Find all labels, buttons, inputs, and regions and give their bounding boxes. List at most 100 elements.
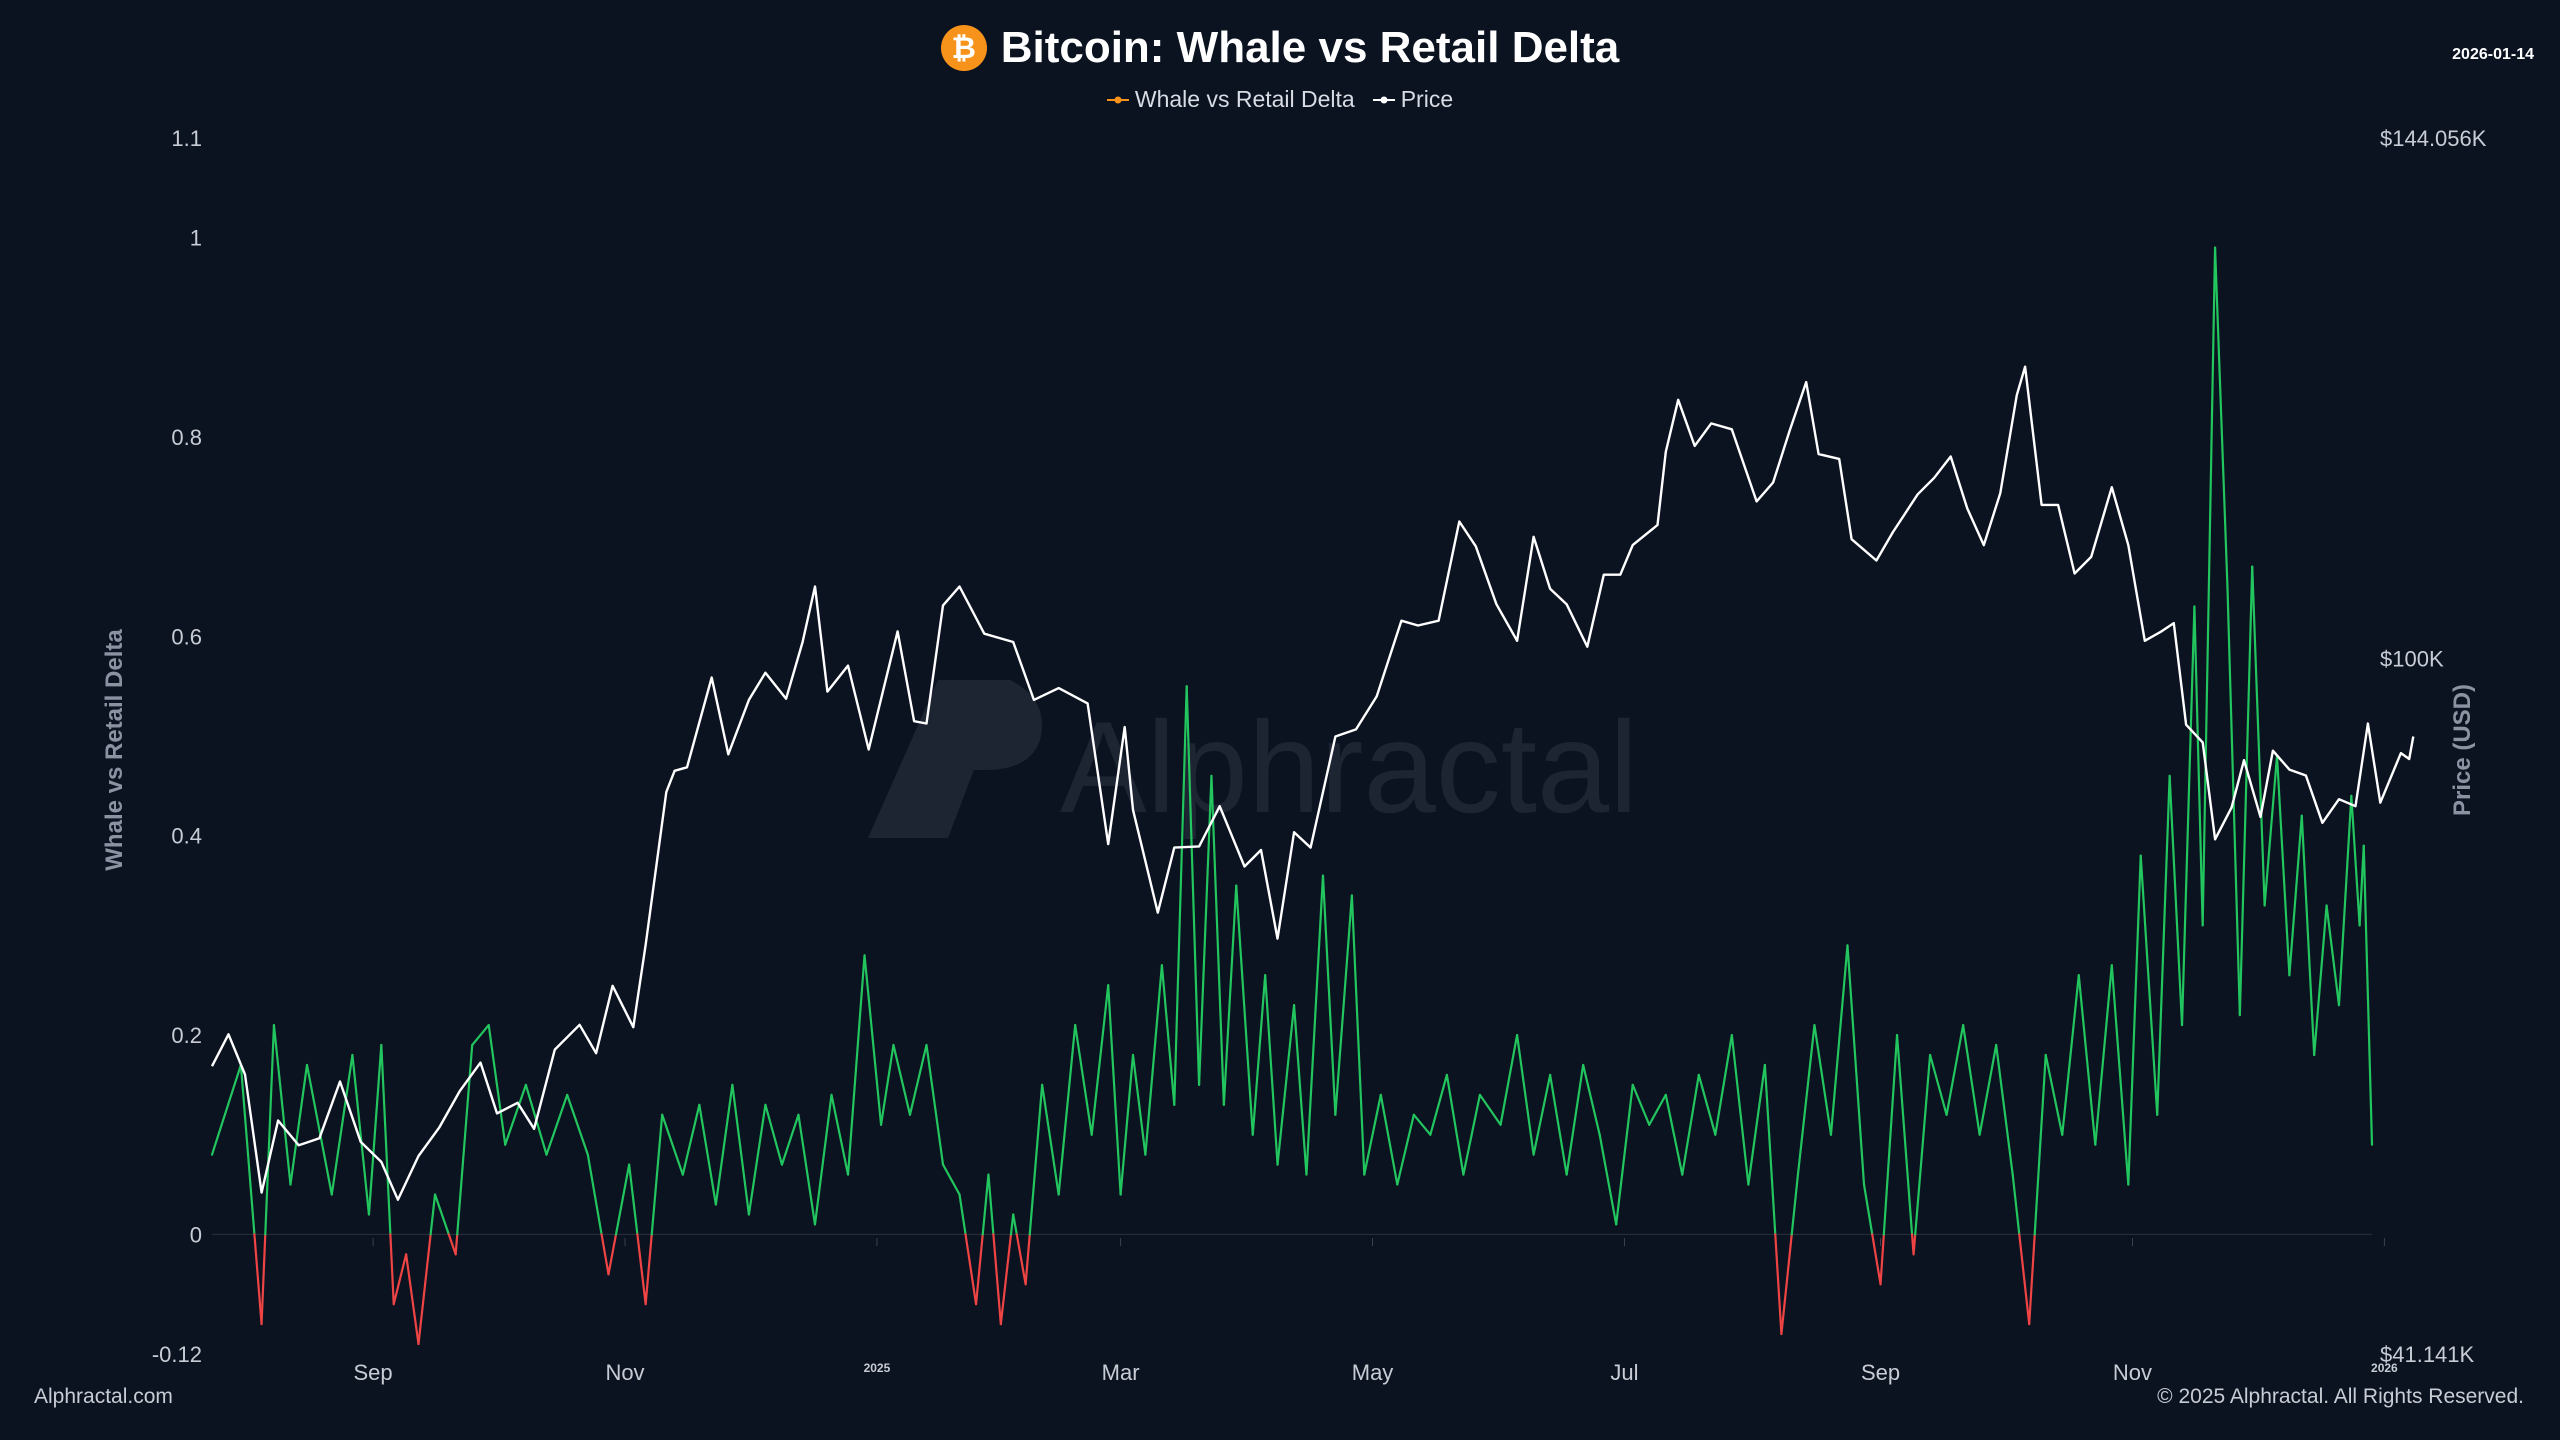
delta-segment (2238, 565, 2254, 1017)
delta-segment (429, 1193, 437, 1236)
delta-segment (1582, 1063, 1601, 1136)
delta-segment (454, 1233, 459, 1256)
delta-segment (2288, 814, 2303, 977)
delta-segment (830, 1093, 850, 1176)
delta-segment (2127, 854, 2142, 1186)
y-tick-label: 0 (190, 1222, 202, 1247)
legend-marker-price (1372, 96, 1395, 103)
delta-segment (2011, 1173, 2021, 1236)
delta-segment (2313, 904, 2328, 1057)
delta-segment (1412, 1113, 1432, 1136)
delta-segment (1379, 1093, 1399, 1186)
delta-segment (1862, 1183, 1874, 1236)
delta-segment (210, 1063, 243, 1156)
delta-segment (504, 1083, 527, 1146)
y-tick-label: 1.1 (171, 126, 202, 151)
delta-segment (260, 1233, 267, 1326)
delta-segment (1763, 1063, 1777, 1236)
delta-segment (1664, 1093, 1684, 1176)
chart-date: 2026-01-14 (2452, 46, 2534, 63)
delta-segment (2028, 1233, 2036, 1326)
delta-segment (380, 1043, 392, 1236)
x-tick-label: Nov (605, 1360, 644, 1385)
delta-segment (2168, 774, 2184, 1027)
delta-segment (1895, 1033, 1914, 1236)
delta-segment (392, 1253, 408, 1306)
delta-segment (2156, 774, 2171, 1116)
delta-segment (974, 1233, 984, 1306)
delta-segment (1057, 1023, 1077, 1196)
delta-segment (2337, 794, 2353, 1007)
y-tick-label: -0.12 (152, 1342, 202, 1367)
x-tick-label: 2026 (2371, 1361, 2398, 1375)
delta-segment (433, 1193, 450, 1236)
delta-segment (389, 1233, 395, 1306)
y2-axis-title: Price (USD) (2449, 684, 2476, 816)
delta-segment (2251, 565, 2266, 907)
delta-segment (614, 1163, 631, 1236)
delta-segment (1363, 1093, 1382, 1176)
delta-segment (2061, 974, 2080, 1136)
delta-segment (731, 1083, 751, 1216)
delta-segment (1565, 1063, 1585, 1176)
delta-segment (2325, 904, 2341, 1007)
delta-segment (1532, 1073, 1552, 1156)
delta-segment (1012, 1213, 1018, 1236)
x-tick-label: Nov (2113, 1360, 2152, 1385)
delta-segment (1945, 1023, 1965, 1116)
delta-segment (367, 1043, 383, 1216)
delta-segment (405, 1253, 420, 1346)
delta-segment (2044, 1053, 2064, 1136)
legend-item-delta[interactable]: Whale vs Retail Delta (1106, 86, 1355, 113)
delta-segment (1962, 1023, 1981, 1136)
delta-segment (1160, 964, 1176, 1106)
delta-segment (780, 1113, 800, 1166)
delta-segment (2193, 605, 2204, 927)
delta-segment (1144, 964, 1164, 1156)
delta-segment (1681, 1073, 1700, 1176)
delta-segment (1846, 944, 1866, 1186)
delta-segment (305, 1063, 333, 1196)
delta-segment (1028, 1083, 1044, 1236)
legend-item-price[interactable]: Price (1372, 86, 1454, 113)
delta-segment (1829, 944, 1849, 1136)
watermark: Alphractal (868, 680, 1638, 840)
delta-segment (2077, 974, 2097, 1146)
delta-segment (1549, 1073, 1568, 1176)
delta-series (210, 246, 2374, 1346)
delta-segment (1774, 1233, 1783, 1336)
delta-segment (681, 1103, 701, 1176)
x-tick-label: May (1352, 1360, 1394, 1385)
x-tick-label: Jul (1610, 1360, 1638, 1385)
y2-tick-label: $144.056K (2380, 126, 2487, 151)
delta-segment (1210, 774, 1225, 1106)
delta-segment (1879, 1233, 1885, 1286)
delta-segment (879, 1043, 895, 1126)
delta-segment (1790, 1173, 1800, 1236)
delta-segment (2094, 964, 2113, 1146)
delta-segment (1780, 1233, 1793, 1336)
delta-segment (264, 1023, 276, 1236)
delta-segment (1131, 1053, 1147, 1156)
delta-segment (987, 1173, 995, 1236)
delta-segment (2275, 754, 2291, 977)
delta-segment (1429, 1073, 1448, 1136)
delta-segment (600, 1233, 610, 1276)
delta-segment (239, 1063, 256, 1236)
price-line (210, 365, 2415, 1201)
legend-label-price: Price (1400, 86, 1454, 112)
delta-segment (1697, 1073, 1717, 1136)
y-tick-label: 0.8 (171, 425, 202, 450)
delta-segment (1714, 1033, 1733, 1136)
delta-segment (1173, 685, 1188, 1106)
delta-segment (2180, 605, 2196, 1027)
delta-segment (471, 1023, 490, 1047)
delta-segment (908, 1043, 928, 1116)
chart-title: Bitcoin: Whale vs Retail Delta (1000, 23, 1620, 72)
delta-segment (351, 1053, 371, 1216)
delta-segment (999, 1233, 1013, 1326)
delta-segment (1912, 1233, 1917, 1256)
delta-segment (545, 1093, 569, 1156)
